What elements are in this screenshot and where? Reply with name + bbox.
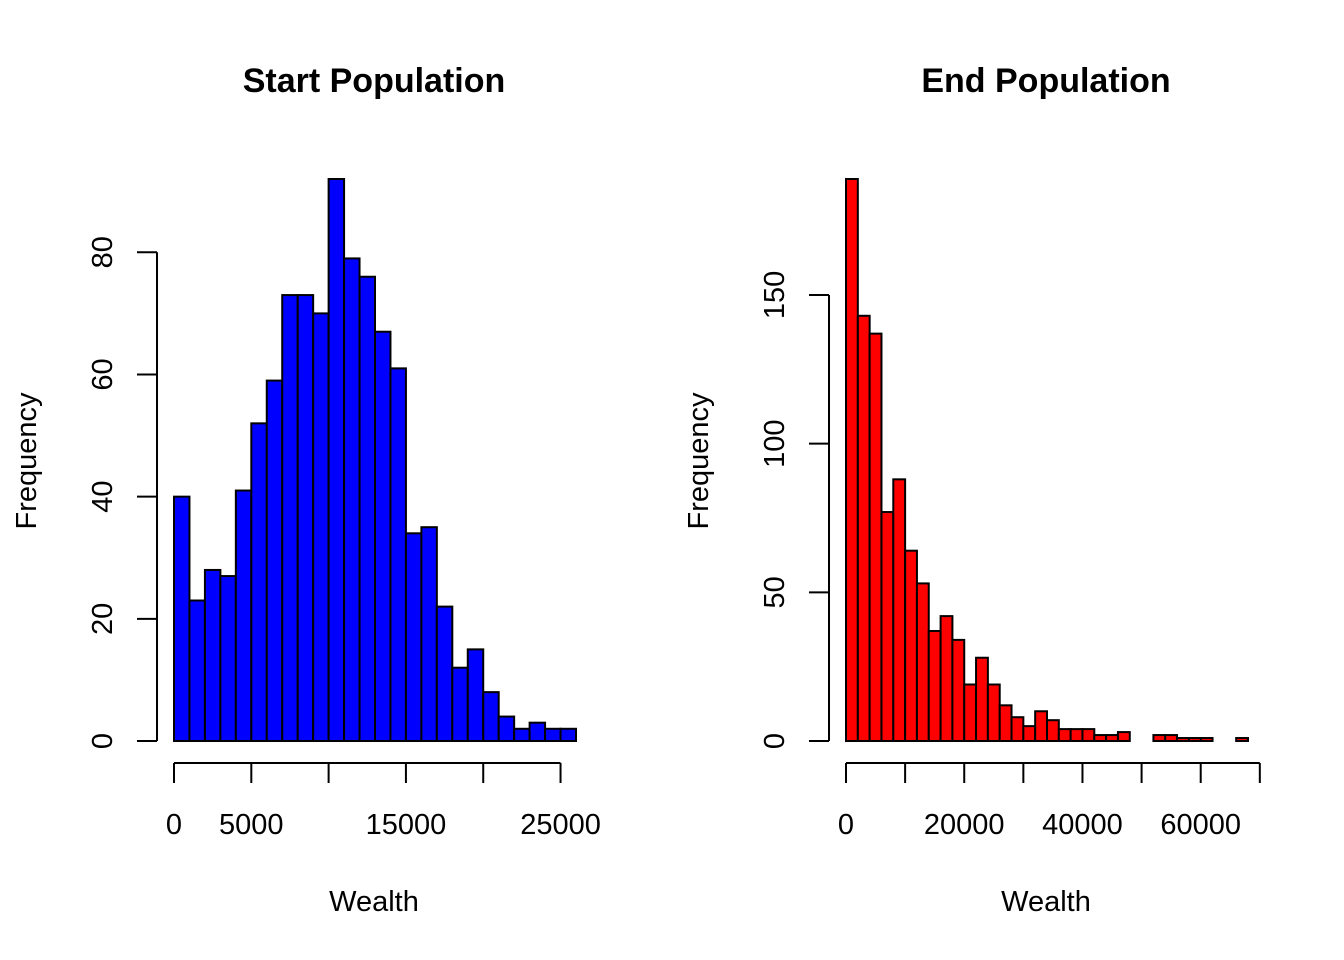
start-bar <box>312 312 330 742</box>
end-bar <box>1235 737 1250 742</box>
start-bar <box>250 422 268 742</box>
start-y-tick-label: 20 <box>87 603 119 635</box>
end-bars <box>845 178 1250 743</box>
start-bar <box>219 575 237 743</box>
end-bar <box>975 656 989 742</box>
end-bar <box>1081 728 1096 743</box>
end-bar <box>1199 737 1214 742</box>
start-bar <box>234 489 253 743</box>
end-bar <box>880 511 895 743</box>
start-bar <box>451 666 469 743</box>
start-bar <box>188 599 206 742</box>
start-x-axis: 0 5000 15000 25000 <box>166 762 601 841</box>
start-bar <box>358 275 376 742</box>
end-y-axis-label: Frequency <box>683 392 715 530</box>
end-y-axis: 0 50 100 150 <box>759 271 830 749</box>
end-bar <box>904 549 918 742</box>
end-bar <box>986 683 1001 742</box>
start-chart-title: Start Population <box>243 62 506 100</box>
end-bar <box>1176 737 1190 742</box>
start-x-tick-label: 0 <box>166 809 182 841</box>
end-bar <box>1069 728 1084 743</box>
end-bar <box>939 615 954 742</box>
start-y-tick-label: 0 <box>87 733 119 749</box>
start-bar <box>528 721 547 742</box>
end-bar <box>1164 734 1179 743</box>
start-y-tick-label: 80 <box>87 236 119 268</box>
start-y-tick-label: 40 <box>87 481 119 513</box>
end-x-tick-label: 20000 <box>924 809 1005 841</box>
start-bar <box>544 727 562 742</box>
end-bar <box>927 629 942 742</box>
start-bar <box>497 715 516 743</box>
end-x-tick-label: 60000 <box>1160 809 1241 841</box>
start-bar <box>265 379 284 742</box>
start-x-tick-label: 25000 <box>520 809 601 841</box>
end-x-axis-label: Wealth <box>1001 886 1091 918</box>
end-bar <box>1093 734 1108 743</box>
end-x-axis: 0 20000 40000 60000 <box>838 762 1261 841</box>
end-bar <box>856 314 871 742</box>
start-x-tick-label: 15000 <box>366 809 447 841</box>
end-y-tick-label: 150 <box>759 271 791 319</box>
end-y-tick-label: 100 <box>759 419 791 467</box>
start-bar <box>435 605 454 743</box>
start-x-axis-label: Wealth <box>329 886 419 918</box>
start-x-tick-label: 5000 <box>219 809 284 841</box>
start-bar <box>203 568 222 743</box>
start-bar <box>327 178 346 742</box>
end-bar <box>845 178 859 742</box>
end-bar <box>1010 716 1025 743</box>
end-bar <box>1046 719 1060 742</box>
start-bar <box>404 532 423 742</box>
start-bar <box>374 330 392 742</box>
start-bar <box>296 294 315 742</box>
start-bar <box>173 495 191 742</box>
start-population-panel: Start Population Wealth Frequency 0 5000 1… <box>11 62 601 918</box>
start-y-axis-label: Frequency <box>11 392 43 530</box>
end-bar <box>1057 728 1072 743</box>
end-bar <box>998 704 1013 742</box>
start-bar <box>281 294 299 742</box>
end-population-panel: End Population Wealth Frequency 0 20000 40… <box>683 62 1261 918</box>
start-y-tick-label: 60 <box>87 358 119 390</box>
end-x-tick-label: 40000 <box>1042 809 1123 841</box>
start-bar <box>420 526 438 743</box>
end-y-tick-label: 50 <box>759 576 791 608</box>
end-bar <box>963 683 978 742</box>
end-y-tick-label: 0 <box>759 733 791 749</box>
start-y-axis: 0 20 40 60 80 <box>87 236 158 749</box>
start-bar <box>559 727 577 742</box>
end-bar <box>951 638 966 743</box>
start-bar <box>466 648 485 742</box>
end-x-tick-label: 0 <box>838 809 854 841</box>
end-bar <box>1187 737 1202 742</box>
start-bars <box>173 178 577 743</box>
end-bar <box>892 478 907 742</box>
end-bar <box>1105 734 1119 743</box>
end-bar <box>1152 734 1167 743</box>
end-bar <box>1034 710 1049 742</box>
end-bar <box>915 582 930 742</box>
end-chart-title: End Population <box>921 62 1170 100</box>
end-bar <box>868 332 883 742</box>
start-bar <box>343 257 361 742</box>
end-bar <box>1116 731 1131 742</box>
start-bar <box>482 691 500 742</box>
start-bar <box>389 367 407 742</box>
end-bar <box>1022 725 1037 742</box>
start-bar <box>513 727 531 742</box>
